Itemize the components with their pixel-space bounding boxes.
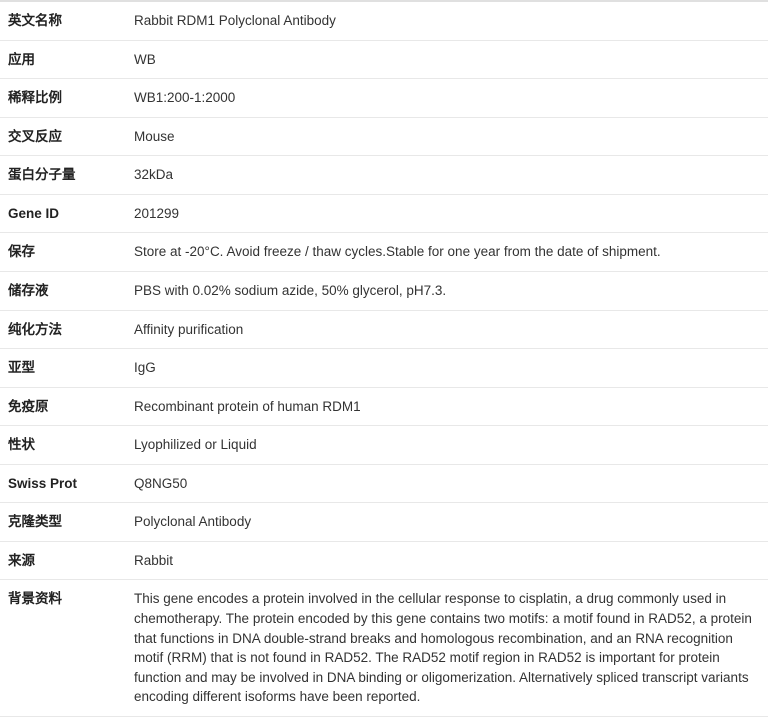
- row-value: Rabbit RDM1 Polyclonal Antibody: [134, 11, 768, 31]
- row-label: Swiss Prot: [8, 474, 134, 494]
- row-label: 保存: [8, 242, 134, 262]
- row-value: Affinity purification: [134, 320, 768, 340]
- antibody-spec-table: 英文名称 Rabbit RDM1 Polyclonal Antibody 应用 …: [0, 0, 768, 717]
- row-value: PBS with 0.02% sodium azide, 50% glycero…: [134, 281, 768, 301]
- row-value: 32kDa: [134, 165, 768, 185]
- table-row: Swiss Prot Q8NG50: [0, 465, 768, 504]
- row-value: Polyclonal Antibody: [134, 512, 768, 532]
- row-label: 交叉反应: [8, 127, 134, 147]
- table-row: 性状 Lyophilized or Liquid: [0, 426, 768, 465]
- table-row: 保存 Store at -20°C. Avoid freeze / thaw c…: [0, 233, 768, 272]
- row-label: Gene ID: [8, 204, 134, 224]
- row-value: WB: [134, 50, 768, 70]
- table-row: 纯化方法 Affinity purification: [0, 311, 768, 350]
- row-label: 背景资料: [8, 589, 134, 706]
- table-row: 英文名称 Rabbit RDM1 Polyclonal Antibody: [0, 0, 768, 41]
- row-value: Lyophilized or Liquid: [134, 435, 768, 455]
- row-value: Mouse: [134, 127, 768, 147]
- row-value: Store at -20°C. Avoid freeze / thaw cycl…: [134, 242, 768, 262]
- table-row: 储存液 PBS with 0.02% sodium azide, 50% gly…: [0, 272, 768, 311]
- table-row: Gene ID 201299: [0, 195, 768, 234]
- row-label: 来源: [8, 551, 134, 571]
- row-label: 亚型: [8, 358, 134, 378]
- table-row: 应用 WB: [0, 41, 768, 80]
- row-label: 蛋白分子量: [8, 165, 134, 185]
- row-label: 免疫原: [8, 397, 134, 417]
- table-row: 蛋白分子量 32kDa: [0, 156, 768, 195]
- table-row: 稀释比例 WB1:200-1:2000: [0, 79, 768, 118]
- row-value: Recombinant protein of human RDM1: [134, 397, 768, 417]
- row-label: 性状: [8, 435, 134, 455]
- table-row: 亚型 IgG: [0, 349, 768, 388]
- row-value: This gene encodes a protein involved in …: [134, 589, 768, 706]
- table-row: 交叉反应 Mouse: [0, 118, 768, 157]
- table-row: 克隆类型 Polyclonal Antibody: [0, 503, 768, 542]
- row-label: 应用: [8, 50, 134, 70]
- row-value: WB1:200-1:2000: [134, 88, 768, 108]
- table-row: 来源 Rabbit: [0, 542, 768, 581]
- table-row: 免疫原 Recombinant protein of human RDM1: [0, 388, 768, 427]
- row-value: IgG: [134, 358, 768, 378]
- row-value: Rabbit: [134, 551, 768, 571]
- row-label: 稀释比例: [8, 88, 134, 108]
- table-row: 背景资料 This gene encodes a protein involve…: [0, 580, 768, 716]
- row-label: 纯化方法: [8, 320, 134, 340]
- row-value: 201299: [134, 204, 768, 224]
- row-label: 英文名称: [8, 11, 134, 31]
- row-value: Q8NG50: [134, 474, 768, 494]
- row-label: 克隆类型: [8, 512, 134, 532]
- row-label: 储存液: [8, 281, 134, 301]
